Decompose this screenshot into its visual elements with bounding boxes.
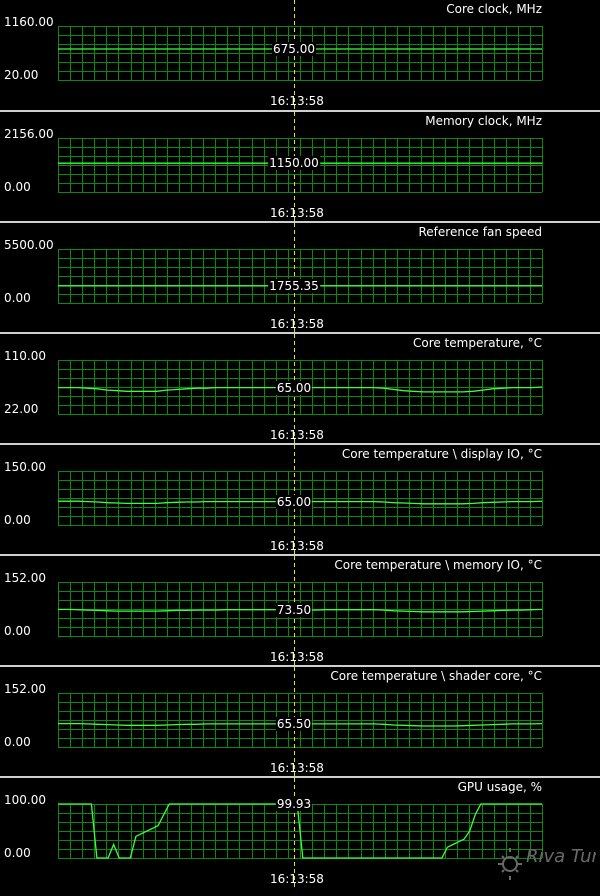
y-axis-max-label: 1160.00 xyxy=(4,15,54,29)
graph-panel-core-temp-memory-io[interactable]: Core temperature \ memory IO, °C 152.00 0.… xyxy=(0,554,600,667)
panel-separator[interactable] xyxy=(0,110,600,112)
panel-separator[interactable] xyxy=(0,443,600,445)
panel-separator[interactable] xyxy=(0,221,600,223)
panel-separator[interactable] xyxy=(0,776,600,778)
graph-plot xyxy=(58,0,543,111)
cursor-time-label: 16:13:58 xyxy=(270,206,324,220)
cursor-value-label: 65.00 xyxy=(275,494,313,509)
graph-panel-memory-clock[interactable]: Memory clock, MHz 2156.00 0.00 16:13:58 1150… xyxy=(0,110,600,223)
panel-separator[interactable] xyxy=(0,332,600,334)
y-axis-max-label: 152.00 xyxy=(4,571,46,585)
cursor-value-label: 1150.00 xyxy=(268,156,320,171)
graph-panel-core-clock[interactable]: Core clock, MHz 1160.00 20.00 16:13:58 675.0… xyxy=(0,0,600,111)
cursor-value-label: 65.00 xyxy=(275,380,313,395)
y-axis-max-label: 110.00 xyxy=(4,349,46,363)
graph-title: Core temperature \ memory IO, °C xyxy=(334,558,542,572)
panel-separator[interactable] xyxy=(0,554,600,556)
y-axis-min-label: 0.00 xyxy=(4,180,31,194)
y-axis-min-label: 22.00 xyxy=(4,402,39,416)
graph-plot xyxy=(58,556,543,667)
y-axis-min-label: 0.00 xyxy=(4,291,31,305)
cursor-time-label: 16:13:58 xyxy=(270,94,324,108)
graph-title: Core temperature \ shader core, °C xyxy=(330,669,542,683)
graph-plot xyxy=(58,445,543,556)
y-axis-max-label: 2156.00 xyxy=(4,127,54,141)
cursor-time-label: 16:13:58 xyxy=(270,317,324,331)
graph-curve xyxy=(58,803,542,859)
cursor-time-label: 16:13:58 xyxy=(270,539,324,553)
y-axis-max-label: 152.00 xyxy=(4,682,46,696)
graph-title: Reference fan speed xyxy=(418,225,543,239)
cursor-value-label: 1755.35 xyxy=(268,278,320,293)
y-axis-min-label: 0.00 xyxy=(4,513,31,527)
cursor-value-label: 99.93 xyxy=(275,797,313,812)
graph-title: Core temperature \ display IO, °C xyxy=(341,447,542,461)
y-axis-min-label: 0.00 xyxy=(4,735,31,749)
graph-title: Memory clock, MHz xyxy=(425,114,542,128)
graph-title: GPU usage, % xyxy=(457,780,542,794)
y-axis-max-label: 5500.00 xyxy=(4,238,54,252)
graph-title: Core clock, MHz xyxy=(446,2,542,16)
y-axis-max-label: 100.00 xyxy=(4,793,46,807)
cursor-value-label: 73.50 xyxy=(275,602,313,617)
watermark-text: Riva Tuner xyxy=(526,846,596,867)
graph-panel-core-temp-display-io[interactable]: Core temperature \ display IO, °C 150.00 0… xyxy=(0,443,600,556)
cursor-time-label: 16:13:58 xyxy=(270,650,324,664)
graph-panel-core-temp[interactable]: Core temperature, °C 110.00 22.00 16:13:58 6… xyxy=(0,332,600,445)
graph-panel-core-temp-shader-core[interactable]: Core temperature \ shader core, °C 152.00… xyxy=(0,665,600,778)
graph-panel-gpu-usage[interactable]: GPU usage, % 100.00 0.00 16:13:58 99.93 xyxy=(0,776,600,889)
graph-panel-fan-speed[interactable]: Reference fan speed 5500.00 0.00 16:13:58 17… xyxy=(0,221,600,334)
y-axis-min-label: 0.00 xyxy=(4,846,31,860)
cursor-value-label: 65.50 xyxy=(275,716,313,731)
cursor-time-label: 16:13:58 xyxy=(270,428,324,442)
y-axis-min-label: 20.00 xyxy=(4,68,39,82)
cursor-time-label: 16:13:58 xyxy=(270,872,324,886)
cursor-time-label: 16:13:58 xyxy=(270,761,324,775)
graph-title: Core temperature, °C xyxy=(412,336,542,350)
y-axis-min-label: 0.00 xyxy=(4,624,31,638)
cursor-value-label: 675.00 xyxy=(272,41,316,56)
panel-separator[interactable] xyxy=(0,665,600,667)
y-axis-max-label: 150.00 xyxy=(4,460,46,474)
rivatuner-watermark: Riva Tuner xyxy=(496,840,600,894)
